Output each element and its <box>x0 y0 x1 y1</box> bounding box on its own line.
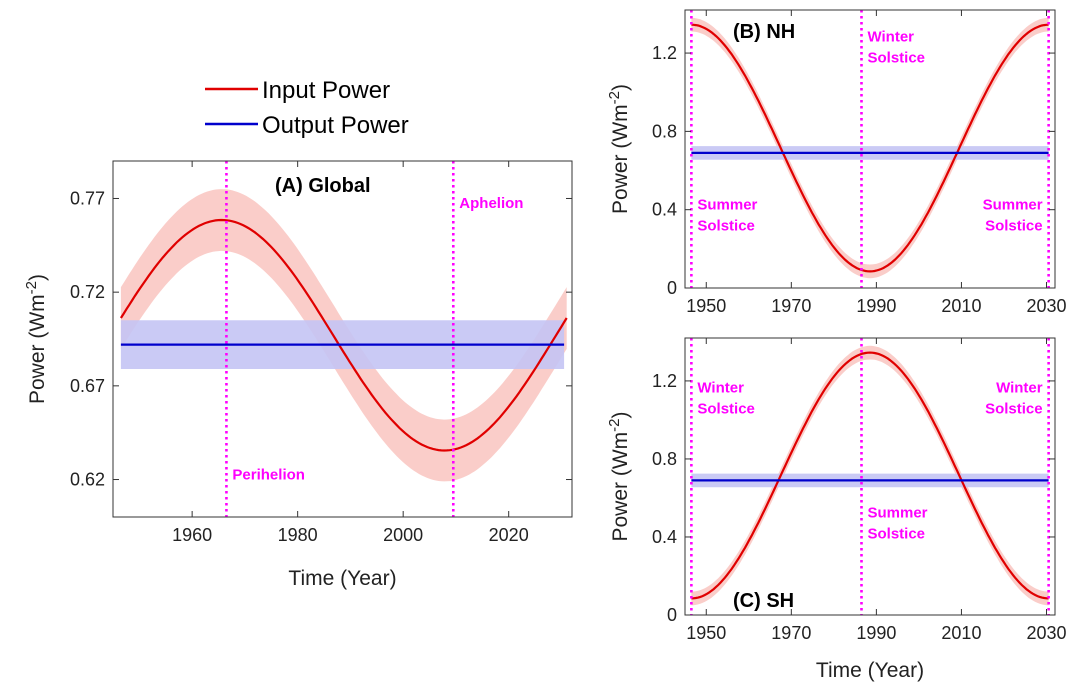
x-tick-label: 2030 <box>1026 623 1066 643</box>
y-tick-label: 0.8 <box>652 449 677 469</box>
axes-frame <box>112 160 573 518</box>
panel-title: (C) SH <box>733 590 794 612</box>
y-tick-label: 1.2 <box>652 371 677 391</box>
y-tick-label: 0.4 <box>652 200 677 220</box>
panel-title: (A) Global <box>275 175 371 197</box>
y-tick-label: 0 <box>667 605 677 625</box>
y-tick-label: 0.62 <box>70 470 105 490</box>
x-tick-label: 1980 <box>278 525 318 545</box>
y-axis-label-close: ) <box>609 84 632 91</box>
y-tick-label: 0.4 <box>652 527 677 547</box>
x-tick-label: 1990 <box>856 623 896 643</box>
x-axis-label: Time (Year) <box>816 659 924 682</box>
panel-a-global: 1960 1980 2000 2020 0.62 0.67 0.72 0.77 (A) Glob… <box>23 160 573 590</box>
legend: Input Power Output Power <box>205 77 409 139</box>
y-axis-label: Power (Wm-2) <box>606 84 632 214</box>
x-tick-label: 1970 <box>771 296 811 316</box>
plot-area <box>119 189 568 482</box>
plot-area <box>691 345 1049 606</box>
event-annotation: Solstice <box>985 401 1043 418</box>
y-axis-label-main: Power (Wm <box>26 294 49 404</box>
input-power-line <box>691 351 1049 600</box>
legend-output-label: Output Power <box>262 112 409 139</box>
y-axis-label-sup: -2 <box>23 281 40 294</box>
x-tick-label: 2010 <box>941 296 981 316</box>
input-power-band <box>691 345 1049 606</box>
panel-title: (B) NH <box>733 21 795 43</box>
event-annotation: Winter <box>697 380 744 397</box>
x-tick-label: 2010 <box>941 623 981 643</box>
event-annotation: Winter <box>996 380 1043 397</box>
x-axis-label: Time (Year) <box>288 567 396 590</box>
plot-area <box>691 17 1049 279</box>
y-tick-label: 0.8 <box>652 121 677 141</box>
x-tick-label: 1950 <box>686 623 726 643</box>
y-tick-label: 1.2 <box>652 43 677 63</box>
input-power-line <box>691 23 1049 273</box>
event-annotation: Solstice <box>867 525 925 542</box>
y-tick-label: 0 <box>667 278 677 298</box>
event-annotation: Solstice <box>985 218 1043 235</box>
y-axis-label-close: ) <box>26 274 49 281</box>
x-tick-label: 2020 <box>489 525 529 545</box>
x-tick-label: 1970 <box>771 623 811 643</box>
input-power-line <box>119 218 568 452</box>
x-tick-label: 1950 <box>686 296 726 316</box>
x-tick-label: 1990 <box>856 296 896 316</box>
event-annotation: Summer <box>983 197 1043 214</box>
event-annotation: Summer <box>867 504 927 521</box>
x-tick-label: 2030 <box>1026 296 1066 316</box>
y-tick-label: 0.67 <box>70 376 105 396</box>
y-axis-label-close: ) <box>609 411 632 418</box>
legend-input-label: Input Power <box>262 77 390 104</box>
event-annotation: Solstice <box>697 218 755 235</box>
y-axis-label-sup: -2 <box>606 418 623 431</box>
panel-c-sh: 1950 1970 1990 2010 2030 0 0.4 0.8 1.2 (C) SH Wint… <box>606 337 1067 682</box>
y-axis-label: Power (Wm-2) <box>606 411 632 541</box>
event-annotation: Aphelion <box>459 195 523 212</box>
event-annotation: Summer <box>697 197 757 214</box>
y-axis-label-main: Power (Wm <box>609 432 632 542</box>
event-annotation: Perihelion <box>232 467 305 484</box>
y-axis-label: Power (Wm-2) <box>23 274 49 404</box>
event-annotation: Winter <box>867 28 914 45</box>
x-tick-label: 1960 <box>172 525 212 545</box>
axes-frame <box>684 9 1056 289</box>
input-power-band <box>691 17 1049 279</box>
x-tick-label: 2000 <box>383 525 423 545</box>
event-annotation: Solstice <box>697 401 755 418</box>
y-tick-label: 0.72 <box>70 282 105 302</box>
y-tick-label: 0.77 <box>70 188 105 208</box>
y-axis-label-main: Power (Wm <box>609 104 632 214</box>
axes-frame <box>684 337 1056 616</box>
panel-b-nh: 1950 1970 1990 2010 2030 0 0.4 0.8 1.2 (B) NH Summ… <box>606 9 1067 316</box>
y-axis-label-sup: -2 <box>606 91 623 104</box>
event-annotation: Solstice <box>867 49 925 66</box>
